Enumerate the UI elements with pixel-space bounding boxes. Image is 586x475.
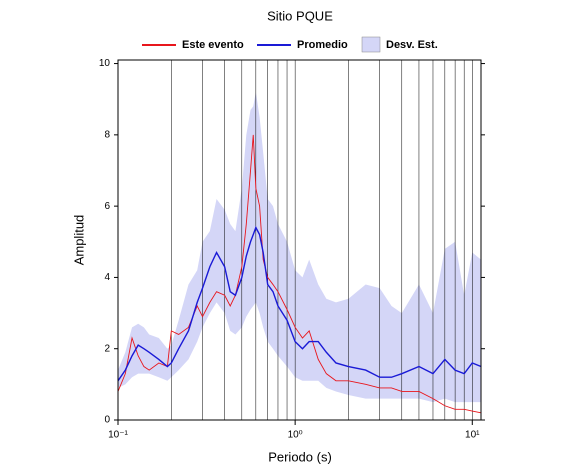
legend-swatch xyxy=(361,36,381,53)
legend-label: Este evento xyxy=(182,39,244,51)
x-axis-label: Periodo (s) xyxy=(268,449,332,464)
x-tick-label: 10⁻¹ xyxy=(108,430,128,441)
y-tick-label: 0 xyxy=(104,415,110,426)
y-tick-label: 10 xyxy=(99,58,111,69)
y-tick-label: 8 xyxy=(104,129,110,140)
legend-label: Desv. Est. xyxy=(386,39,438,51)
y-tick-label: 6 xyxy=(104,201,110,212)
std-band xyxy=(118,92,481,403)
y-tick-label: 4 xyxy=(104,272,110,283)
y-axis-label: Amplitud xyxy=(71,215,86,266)
x-tick-label: 10⁰ xyxy=(288,430,303,441)
y-tick-label: 2 xyxy=(104,343,110,354)
series-line xyxy=(117,225,482,382)
series-line xyxy=(117,134,482,414)
x-tick-label: 10¹ xyxy=(465,430,480,441)
legend-label: Promedio xyxy=(297,39,348,51)
plot-frame xyxy=(117,59,482,421)
chart-title: Sitio PQUE xyxy=(267,8,333,23)
